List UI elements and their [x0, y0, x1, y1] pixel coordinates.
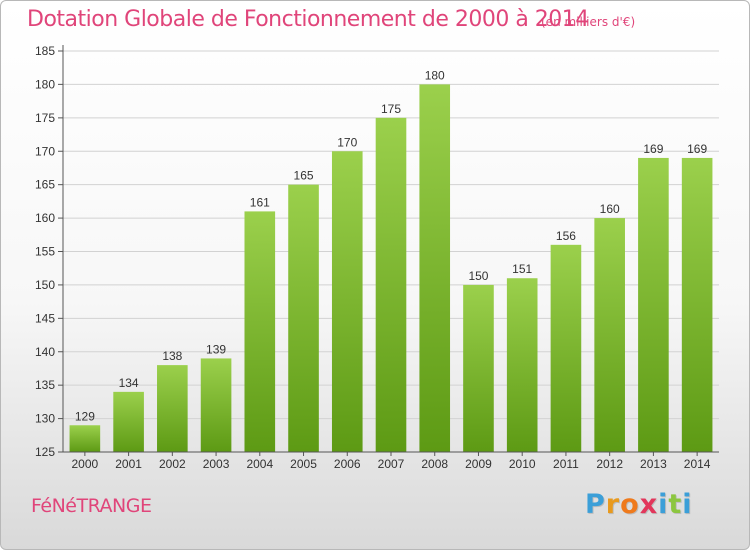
data-label-2005: 165 [294, 169, 314, 183]
y-tick-label: 170 [35, 144, 55, 158]
bar-2005 [288, 184, 319, 452]
proxiti-logo: Proxiti [585, 489, 693, 520]
chart-title: Dotation Globale de Fonctionnement de 20… [27, 7, 589, 32]
x-tick-label-2005: 2005 [290, 457, 317, 471]
bar-2004 [244, 211, 276, 452]
x-tick-label-2004: 2004 [246, 457, 273, 471]
bar-2007 [375, 117, 407, 452]
x-tick-label-2012: 2012 [596, 457, 623, 471]
data-label-2013: 169 [643, 142, 663, 156]
bar-2001 [113, 391, 144, 452]
data-label-2014: 169 [687, 142, 707, 156]
data-label-2006: 170 [337, 135, 357, 149]
bar-2013 [638, 157, 669, 452]
y-tick-label: 155 [35, 245, 55, 259]
data-label-2002: 138 [162, 349, 182, 363]
bar-2009 [463, 284, 494, 452]
bar-2008 [419, 84, 451, 453]
x-tick-label-2002: 2002 [159, 457, 186, 471]
y-tick-label: 160 [35, 211, 55, 225]
data-label-2011: 156 [556, 229, 576, 243]
x-tick-label-2007: 2007 [378, 457, 405, 471]
logo-letter: t [668, 489, 683, 520]
logo-letter: o [620, 489, 640, 520]
logo-letter: i [658, 489, 669, 520]
y-tick-label: 185 [35, 44, 55, 58]
x-tick-label-2000: 2000 [72, 457, 99, 471]
x-tick-label-2011: 2011 [553, 457, 579, 471]
data-label-2012: 160 [600, 202, 620, 216]
data-label-2007: 175 [381, 102, 401, 116]
bar-2014 [681, 157, 713, 452]
x-tick-label-2008: 2008 [421, 457, 448, 471]
data-label-2001: 134 [119, 376, 139, 390]
y-tick-label: 165 [35, 178, 55, 192]
data-labels: 129 134 138 139 161 165 170 175 180 150 151 156 160 1… [75, 68, 708, 423]
data-label-2010: 151 [512, 262, 532, 276]
y-tick-label: 150 [35, 278, 55, 292]
x-tick-label-2009: 2009 [465, 457, 492, 471]
y-tick-label: 130 [35, 412, 55, 426]
bars [69, 84, 713, 453]
x-tick-label-2013: 2013 [640, 457, 667, 471]
bar-2003 [200, 358, 232, 452]
y-tick-label: 125 [35, 445, 55, 459]
bar-2006 [331, 151, 363, 452]
bar-2002 [157, 365, 188, 452]
bar-2012 [594, 218, 625, 452]
y-tick-label: 175 [35, 111, 55, 125]
axes: 125 130 135 140 145 150 155 160 165 170 175 180 185 2… [35, 44, 719, 471]
town-name: FéNéTRANGE [31, 495, 152, 517]
y-tick-label: 145 [35, 311, 55, 325]
bar-2011 [550, 244, 582, 452]
data-label-2009: 150 [468, 269, 488, 283]
logo-letter: x [639, 489, 659, 520]
x-tick-label-2003: 2003 [203, 457, 230, 471]
x-tick-label-2010: 2010 [509, 457, 536, 471]
data-label-2000: 129 [75, 409, 95, 423]
logo-letter: i [682, 489, 693, 520]
y-tick-label: 180 [35, 77, 55, 91]
bar-2010 [506, 278, 538, 452]
data-label-2003: 139 [206, 342, 226, 356]
data-label-2008: 180 [425, 68, 445, 82]
x-tick-label-2001: 2001 [115, 457, 142, 471]
x-tick-label-2014: 2014 [684, 457, 711, 471]
y-tick-label: 140 [35, 345, 55, 359]
x-tick-label-2006: 2006 [334, 457, 361, 471]
bar-2000 [69, 425, 101, 452]
data-label-2004: 161 [250, 195, 270, 209]
y-tick-label: 135 [35, 378, 55, 392]
logo-letter: r [605, 489, 621, 520]
logo-letter: P [585, 489, 606, 520]
chart-subtitle: (en milliers d'€) [541, 15, 636, 29]
